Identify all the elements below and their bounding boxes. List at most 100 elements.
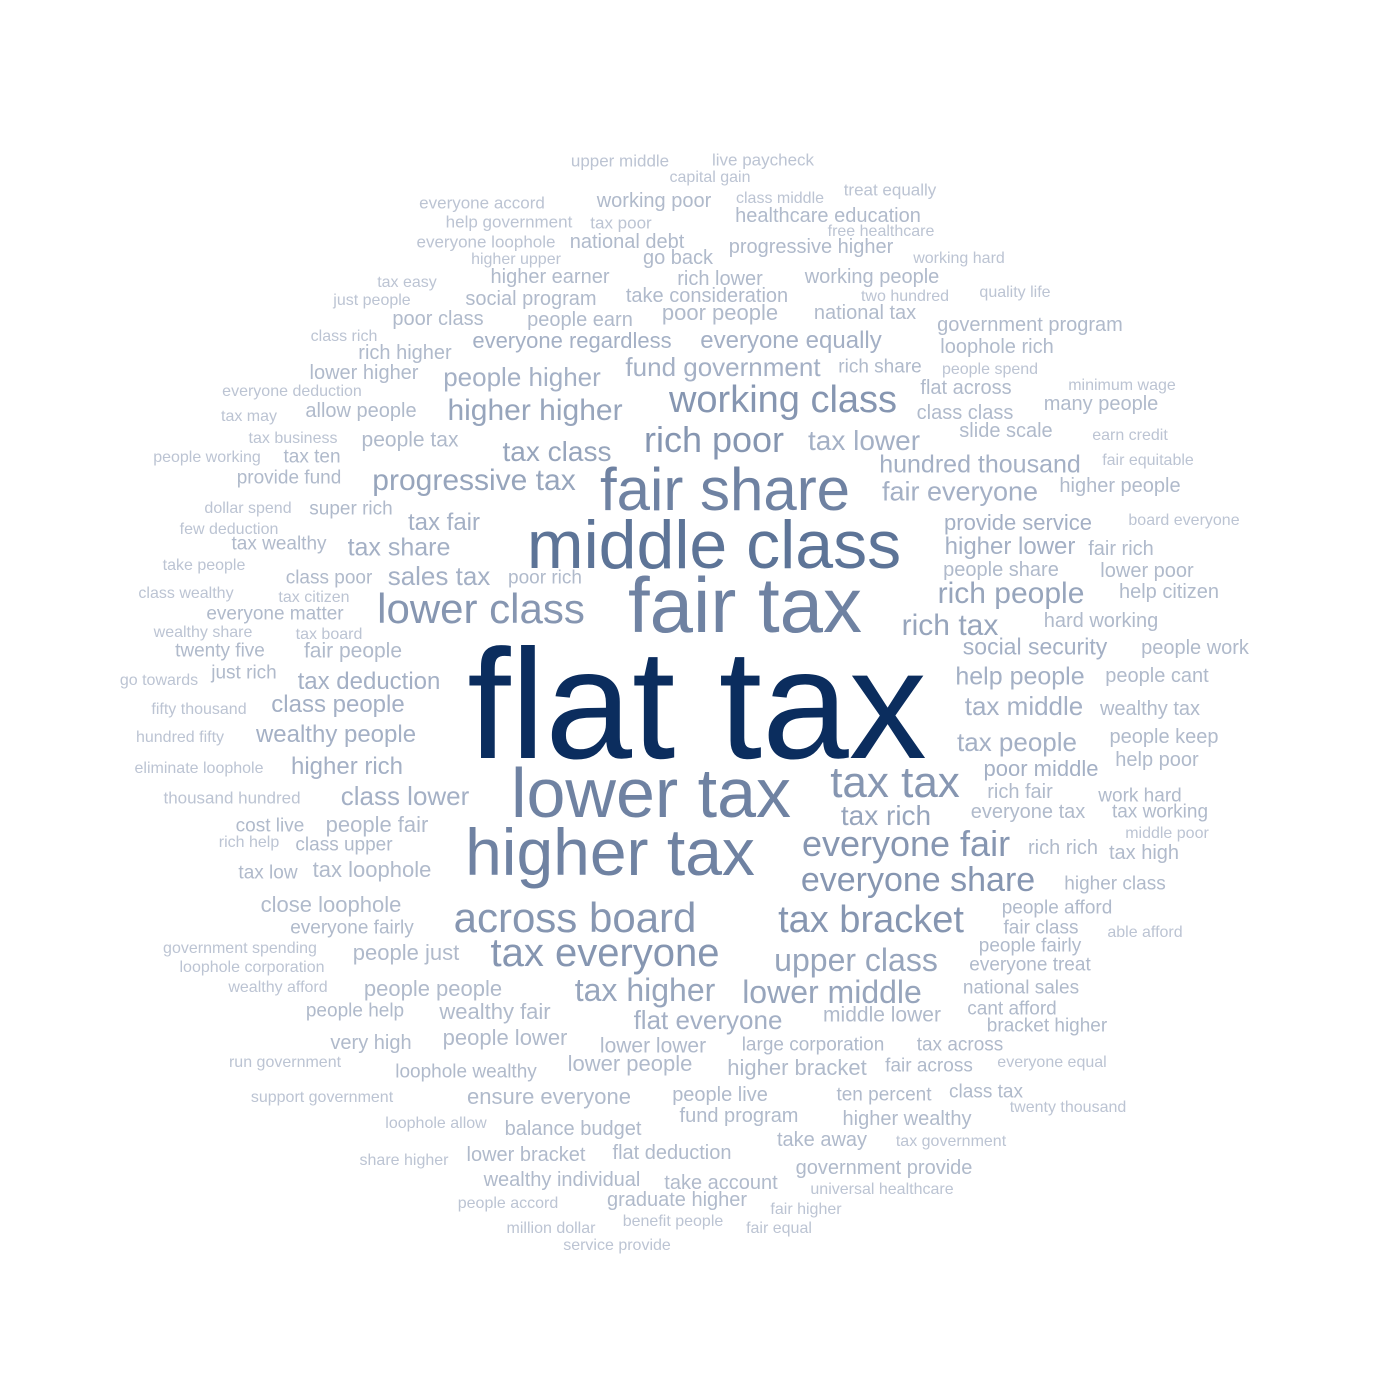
word-work-hard: work hard <box>1098 785 1182 807</box>
word-lower-people: lower people <box>567 1051 693 1076</box>
word-people-keep: people keep <box>1109 726 1219 748</box>
word-many-people: many people <box>1043 393 1159 415</box>
word-wealthy-afford: wealthy afford <box>228 979 328 996</box>
word-provide-service: provide service <box>944 510 1092 535</box>
word-loophole-wealthy: loophole wealthy <box>395 1061 537 1083</box>
word-rich-lower: rich lower <box>677 268 763 290</box>
word-fair-tax: fair tax <box>627 561 863 649</box>
word-progressive-higher: progressive higher <box>728 236 894 258</box>
word-fair-equal: fair equal <box>746 1220 812 1237</box>
word-class-poor: class poor <box>285 567 373 589</box>
word-people-afford: people afford <box>1001 897 1113 919</box>
word-government-spending: government spending <box>163 940 317 957</box>
word-sales-tax: sales tax <box>387 561 491 591</box>
word-rich-higher: rich higher <box>358 342 452 364</box>
word-rich-share: rich share <box>838 356 922 378</box>
word-twenty-thousand: twenty thousand <box>1009 1099 1127 1116</box>
word-lower-lower: lower lower <box>599 1034 707 1058</box>
word-loophole-allow: loophole allow <box>385 1115 487 1132</box>
word-poor-middle: poor middle <box>983 756 1099 781</box>
word-poor-people: poor people <box>661 300 779 325</box>
word-class-people: class people <box>271 691 405 718</box>
word-people-accord: people accord <box>457 1195 559 1212</box>
word-people-higher: people higher <box>443 362 601 392</box>
word-higher-upper: higher upper <box>471 251 561 268</box>
word-people-people: people people <box>363 976 503 1001</box>
word-lower-bracket: lower bracket <box>466 1144 586 1166</box>
word-flat-across: flat across <box>920 377 1012 399</box>
word-just-rich: just rich <box>211 662 277 684</box>
word-tax-loophole: tax loophole <box>312 857 432 882</box>
word-fund-government: fund government <box>625 352 821 382</box>
word-everyone-equally: everyone equally <box>700 327 882 354</box>
word-everyone-treat: everyone treat <box>969 954 1091 976</box>
word-take-account: take account <box>664 1172 778 1194</box>
word-wealthy-share: wealthy share <box>153 624 253 641</box>
word-ten-percent: ten percent <box>836 1084 932 1106</box>
word-fair-across: fair across <box>885 1055 973 1077</box>
word-people-live: people live <box>672 1084 768 1106</box>
word-people-spend: people spend <box>941 361 1039 378</box>
word-rich-people: rich people <box>937 577 1085 610</box>
word-everyone-share: everyone share <box>800 861 1036 899</box>
word-tax-high: tax high <box>1108 842 1180 864</box>
word-cant-afford: cant afford <box>967 998 1057 1020</box>
word-tax-low: tax low <box>238 862 298 884</box>
word-hundred-fifty: hundred fifty <box>135 729 225 746</box>
word-class-upper: class upper <box>295 834 393 856</box>
word-tax-everyone: tax everyone <box>490 931 720 975</box>
word-eliminate-loophole: eliminate loophole <box>134 760 264 777</box>
word-tax-working: tax working <box>1111 801 1209 823</box>
word-wealthy-people: wealthy people <box>255 721 417 748</box>
word-two-hundred: two hundred <box>860 288 950 305</box>
word-just-people: just people <box>333 292 411 309</box>
word-tax-tax: tax tax <box>830 758 960 807</box>
word-earn-credit: earn credit <box>1092 427 1168 444</box>
word-large-corporation: large corporation <box>741 1034 885 1056</box>
word-able-afford: able afford <box>1107 924 1183 941</box>
word-everyone-matter: everyone matter <box>206 603 344 625</box>
word-quality-life: quality life <box>979 284 1051 301</box>
word-everyone-equal: everyone equal <box>997 1054 1107 1071</box>
word-people-help: people help <box>305 1000 405 1022</box>
word-flat-tax: flat tax <box>467 618 927 792</box>
word-tax-middle: tax middle <box>964 691 1084 721</box>
word-everyone-fairly: everyone fairly <box>290 917 414 939</box>
word-national-debt: national debt <box>569 231 685 253</box>
word-hundred-thousand: hundred thousand <box>879 450 1081 479</box>
word-fair-everyone: fair everyone <box>881 476 1039 507</box>
word-tax-poor: tax poor <box>590 213 652 233</box>
word-higher-rich: higher rich <box>290 753 404 780</box>
word-people-earn: people earn <box>527 309 633 331</box>
word-loophole-rich: loophole rich <box>940 336 1054 358</box>
word-go-towards: go towards <box>119 672 199 689</box>
word-rich-tax: rich tax <box>901 609 999 642</box>
word-national-tax: national tax <box>813 302 917 324</box>
word-working-poor: working poor <box>596 190 712 212</box>
word-tax-lower: tax lower <box>807 425 921 456</box>
word-higher-wealthy: higher wealthy <box>842 1108 972 1130</box>
word-social-security: social security <box>962 633 1108 660</box>
word-government-program: government program <box>937 314 1123 336</box>
word-go-back: go back <box>642 247 714 269</box>
word-tax-fair: tax fair <box>407 509 481 536</box>
word-everyone-regardless: everyone regardless <box>472 328 672 353</box>
word-everyone-loophole: everyone loophole <box>416 232 556 252</box>
word-tax-business: tax business <box>248 430 338 447</box>
word-people-tax: people tax <box>361 428 459 452</box>
word-balance-budget: balance budget <box>504 1118 642 1140</box>
word-class-tax: class tax <box>949 1081 1023 1103</box>
word-tax-government: tax government <box>895 1133 1007 1150</box>
word-graduate-higher: graduate higher <box>606 1189 748 1211</box>
word-tax-ten: tax ten <box>283 446 341 468</box>
word-share-higher: share higher <box>359 1152 449 1169</box>
word-tax-may: tax may <box>220 408 278 425</box>
word-free-healthcare: free healthcare <box>827 223 935 240</box>
word-tax-people: tax people <box>957 727 1077 757</box>
word-tax-higher: tax higher <box>574 972 716 1008</box>
word-service-provide: service provide <box>563 1237 671 1254</box>
word-rich-help: rich help <box>218 834 280 851</box>
word-fifty-thousand: fifty thousand <box>151 701 247 718</box>
word-tax-deduction: tax deduction <box>297 668 441 695</box>
word-tax-rich: tax rich <box>840 800 932 831</box>
